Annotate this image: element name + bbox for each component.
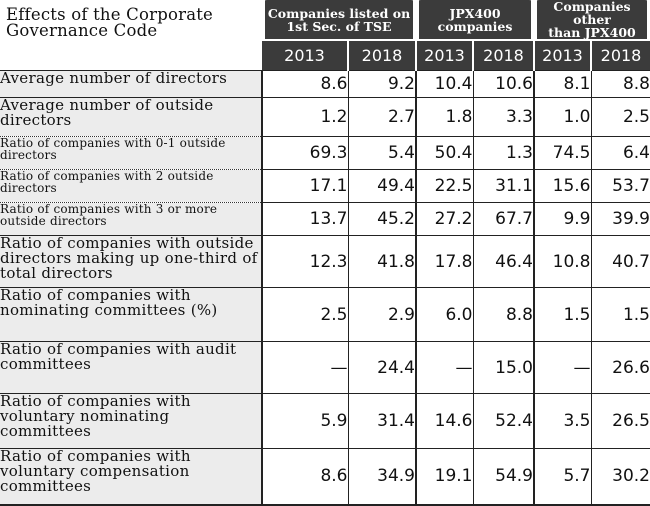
value-cell: 39.9 — [590, 202, 650, 236]
year-header: 2013 — [533, 39, 591, 71]
table-row: Average number of directors 8.6 9.2 10.4 10.… — [0, 70, 650, 98]
value-cell: 8.6 — [261, 70, 348, 98]
value-cell: 50.4 — [415, 136, 473, 170]
value-cell: 52.4 — [472, 393, 534, 449]
value-cell: 5.7 — [533, 448, 591, 506]
value-cell: 15.0 — [472, 341, 534, 394]
value-cell: 1.8 — [415, 97, 473, 137]
value-cell: 5.4 — [347, 136, 416, 170]
value-cell: 30.2 — [590, 448, 650, 506]
value-cell: 13.7 — [261, 202, 348, 236]
value-cell: 24.4 — [347, 341, 416, 394]
sub-row-label: Ratio of companies with 0-1 outside dire… — [0, 136, 262, 170]
row-label: Average number of outside directors — [0, 97, 262, 137]
row-label: Ratio of companies with voluntary compen… — [0, 448, 262, 506]
value-cell: 5.9 — [261, 393, 348, 449]
table-row: Ratio of companies with outside director… — [0, 235, 650, 288]
value-cell: 9.9 — [533, 202, 591, 236]
value-cell: 27.2 — [415, 202, 473, 236]
value-cell: 8.8 — [590, 70, 650, 98]
value-cell: 69.3 — [261, 136, 348, 170]
group-header-line: JPX400 — [449, 5, 501, 21]
table-row: Average number of outside directors 1.2 2.… — [0, 97, 650, 137]
value-cell: 53.7 — [590, 169, 650, 203]
value-cell: 1.5 — [533, 287, 591, 342]
value-cell: 2.5 — [261, 287, 348, 342]
sub-row-label: Ratio of companies with 2 outside direct… — [0, 169, 262, 203]
value-cell: 19.1 — [415, 448, 473, 506]
value-cell: 46.4 — [472, 235, 534, 288]
value-cell: 3.5 — [533, 393, 591, 449]
value-cell: 10.8 — [533, 235, 591, 288]
group-header-tse: Companies listed on 1st Sec. of TSE — [259, 0, 419, 40]
value-cell: 31.4 — [347, 393, 416, 449]
value-cell: 2.7 — [347, 97, 416, 137]
table-row: Ratio of companies with voluntary nomina… — [0, 393, 650, 449]
value-cell: 40.7 — [590, 235, 650, 288]
value-cell: 15.6 — [533, 169, 591, 203]
group-header-line: Companies other — [553, 0, 631, 27]
group-header-jpx400: JPX400 companies — [413, 0, 537, 40]
table-row: Ratio of companies with 0-1 outside dire… — [0, 136, 650, 170]
group-header-other: Companies other than JPX400 — [531, 0, 650, 40]
table-body: Average number of directors 8.6 9.2 10.4 10.… — [0, 70, 650, 506]
value-cell: 34.9 — [347, 448, 416, 506]
value-cell: 8.8 — [472, 287, 534, 342]
value-cell: 17.8 — [415, 235, 473, 288]
row-label: Ratio of companies with nominating commi… — [0, 287, 262, 342]
value-cell: 9.2 — [347, 70, 416, 98]
value-cell: 14.6 — [415, 393, 473, 449]
value-cell: 1.2 — [261, 97, 348, 137]
value-cell: 1.0 — [533, 97, 591, 137]
value-cell: 49.4 — [347, 169, 416, 203]
value-cell: — — [415, 341, 473, 394]
row-label: Ratio of companies with outside director… — [0, 235, 262, 288]
value-cell: 41.8 — [347, 235, 416, 288]
value-cell: — — [261, 341, 348, 394]
value-cell: 17.1 — [261, 169, 348, 203]
group-header-line: Companies listed on — [267, 5, 411, 21]
value-cell: — — [533, 341, 591, 394]
year-header: 2013 — [262, 39, 348, 71]
value-cell: 8.6 — [261, 448, 348, 506]
table-row: Ratio of companies with voluntary compen… — [0, 448, 650, 506]
group-header-line: than JPX400 — [548, 25, 636, 40]
value-cell: 74.5 — [533, 136, 591, 170]
value-cell: 6.4 — [590, 136, 650, 170]
value-cell: 10.6 — [472, 70, 534, 98]
value-cell: 26.6 — [590, 341, 650, 394]
value-cell: 10.4 — [415, 70, 473, 98]
value-cell: 45.2 — [347, 202, 416, 236]
table-row: Ratio of companies with 3 or more outsid… — [0, 202, 650, 236]
value-cell: 1.3 — [472, 136, 534, 170]
value-cell: 2.5 — [590, 97, 650, 137]
sub-row-label: Ratio of companies with 3 or more outsid… — [0, 202, 262, 236]
group-header-line: companies — [437, 18, 513, 34]
row-label: Ratio of companies with audit committees — [0, 341, 262, 394]
value-cell: 67.7 — [472, 202, 534, 236]
value-cell: 8.1 — [533, 70, 591, 98]
value-cell: 26.5 — [590, 393, 650, 449]
year-header: 2018 — [472, 39, 534, 71]
row-label: Ratio of companies with voluntary nomina… — [0, 393, 262, 449]
value-cell: 22.5 — [415, 169, 473, 203]
table-title: Effects of the Corporate Governance Code — [6, 5, 214, 40]
group-header-line: 1st Sec. of TSE — [286, 18, 392, 34]
value-cell: 1.5 — [590, 287, 650, 342]
value-cell: 12.3 — [261, 235, 348, 288]
row-label: Average number of directors — [0, 70, 262, 98]
table-row: Ratio of companies with audit committees… — [0, 341, 650, 394]
value-cell: 3.3 — [472, 97, 534, 137]
value-cell: 54.9 — [472, 448, 534, 506]
year-header: 2018 — [590, 39, 650, 71]
table-row: Ratio of companies with 2 outside direct… — [0, 169, 650, 203]
table-row: Ratio of companies with nominating commi… — [0, 287, 650, 342]
year-header: 2018 — [347, 39, 416, 71]
value-cell: 6.0 — [415, 287, 473, 342]
year-header: 2013 — [415, 39, 473, 71]
value-cell: 31.1 — [472, 169, 534, 203]
value-cell: 2.9 — [347, 287, 416, 342]
